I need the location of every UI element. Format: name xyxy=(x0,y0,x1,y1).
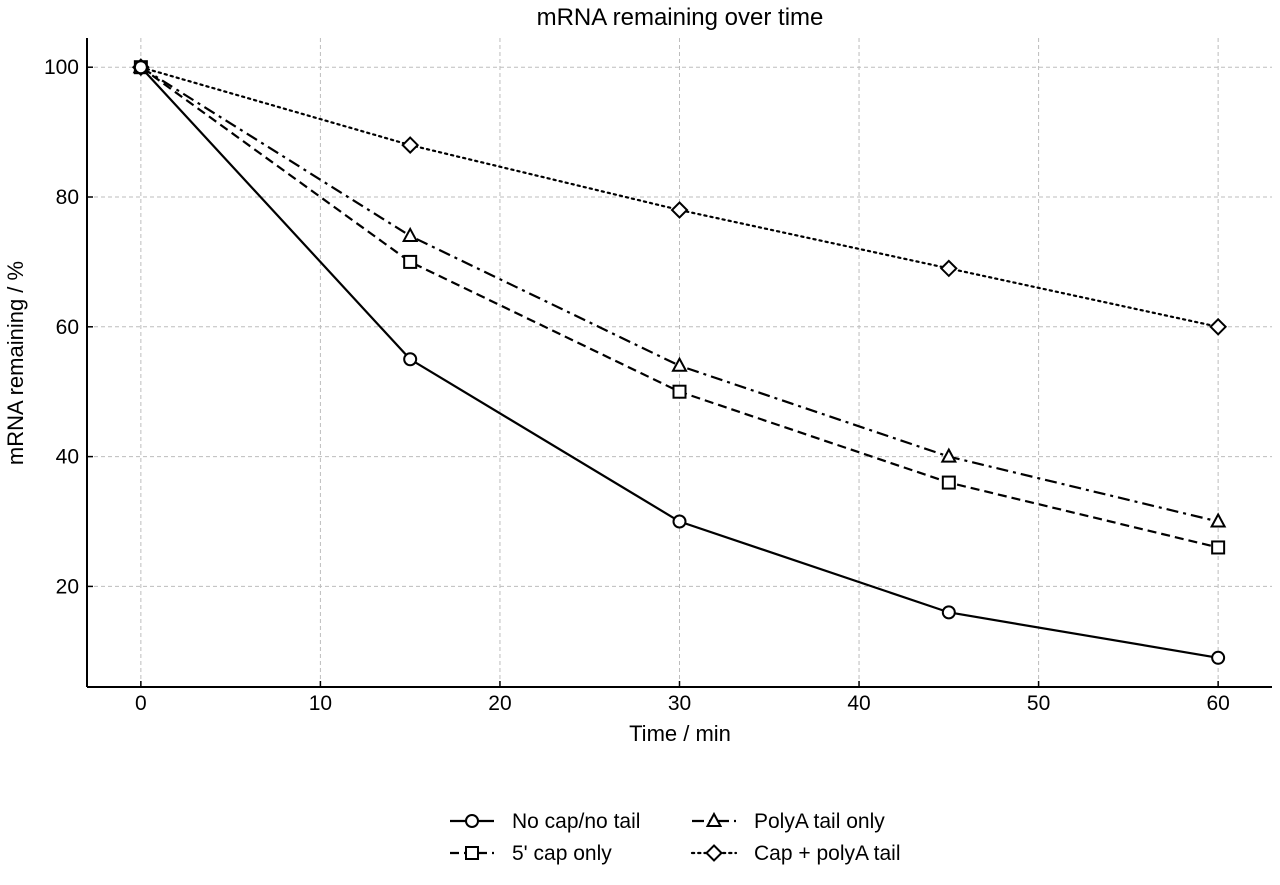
data-point xyxy=(1209,512,1227,528)
legend: No cap/no tail 5' cap only PolyA tail only… xyxy=(450,810,901,865)
legend-marker xyxy=(465,814,479,828)
data-point xyxy=(1209,317,1228,336)
x-tick-label: 40 xyxy=(847,692,870,715)
data-point xyxy=(402,226,419,242)
x-tick-label: 0 xyxy=(135,692,147,715)
y-tick-label: 40 xyxy=(56,446,79,469)
data-point xyxy=(670,201,689,219)
data-point xyxy=(940,447,957,463)
grid xyxy=(87,38,1272,687)
x-axis-title: Time / min xyxy=(629,721,731,746)
data-point xyxy=(1211,540,1226,555)
y-tick-label: 60 xyxy=(56,316,79,339)
data-point xyxy=(672,514,687,529)
data-point xyxy=(401,136,420,154)
legend-item: 5' cap only xyxy=(450,842,612,865)
data-point xyxy=(403,352,418,367)
y-tick-label: 20 xyxy=(56,575,79,598)
y-tick-label: 100 xyxy=(44,56,79,79)
series-line xyxy=(140,66,1219,523)
chart-title: mRNA remaining over time xyxy=(537,4,824,31)
y-axis-title: mRNA remaining / % xyxy=(3,261,28,465)
series-0 xyxy=(133,60,1226,665)
legend-label: PolyA tail only xyxy=(754,810,885,833)
data-point xyxy=(672,384,687,399)
data-point xyxy=(133,60,148,75)
data-point xyxy=(939,259,958,278)
legend-marker xyxy=(465,846,479,860)
x-tick-label: 20 xyxy=(488,692,511,715)
y-tick-label: 80 xyxy=(56,186,79,209)
x-tick-label: 30 xyxy=(668,692,691,715)
legend-label: 5' cap only xyxy=(512,842,612,865)
legend-label: Cap + polyA tail xyxy=(754,842,901,865)
data-point xyxy=(941,475,956,490)
legend-marker xyxy=(705,844,723,862)
legend-marker xyxy=(705,811,723,827)
data-point xyxy=(941,605,956,620)
series-group xyxy=(131,58,1228,665)
x-tick-label: 10 xyxy=(309,692,332,715)
data-point xyxy=(1211,650,1226,665)
legend-item: No cap/no tail xyxy=(450,810,640,833)
legend-item: PolyA tail only xyxy=(692,810,885,833)
legend-label: No cap/no tail xyxy=(512,810,640,833)
data-point xyxy=(671,356,688,372)
x-tick-label: 50 xyxy=(1027,692,1050,715)
x-tick-label: 60 xyxy=(1206,692,1229,715)
legend-item: Cap + polyA tail xyxy=(690,842,901,865)
data-point xyxy=(403,254,418,269)
ticks: 0 10 20 30 40 50 60 20 40 60 80 100 xyxy=(44,56,1230,715)
